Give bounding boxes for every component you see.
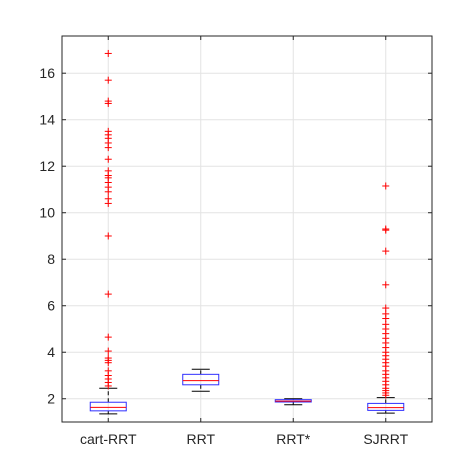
box-iqr [89, 401, 127, 412]
outlier-marker [104, 367, 112, 375]
x-tick-label: SJRRT [363, 431, 408, 447]
outlier-marker [104, 127, 112, 135]
outlier-marker [104, 290, 112, 298]
y-tick-label: 2 [47, 391, 55, 407]
outlier-marker [104, 333, 112, 341]
outlier-marker [382, 281, 390, 289]
y-tick-label: 6 [47, 298, 55, 314]
y-tick-label: 16 [39, 65, 55, 81]
x-tick-label: RRT* [276, 431, 311, 447]
y-tick-label: 12 [39, 158, 55, 174]
box-rrt [182, 368, 220, 392]
outlier-marker [104, 354, 112, 362]
outlier-marker [382, 182, 390, 190]
y-axis-ticks: 2 4 6 8 10 12 14 16 [39, 65, 432, 407]
outlier-marker [104, 97, 112, 105]
box-cart-rrt [89, 49, 127, 415]
box-rrt- [274, 398, 312, 406]
x-tick-label: cart-RRT [80, 431, 137, 447]
outlier-marker [104, 76, 112, 84]
outlier-marker [104, 155, 112, 163]
outlier-marker [382, 225, 390, 233]
y-tick-label: 8 [47, 251, 55, 267]
y-tick-label: 4 [47, 344, 55, 360]
box-iqr [367, 402, 405, 411]
grid [62, 36, 432, 422]
plot-area-frame [61, 35, 433, 423]
x-tick-label: RRT [186, 431, 215, 447]
box-iqr [182, 373, 220, 386]
y-tick-label: 10 [39, 205, 55, 221]
outlier-marker [104, 347, 112, 355]
box-sjrrt [367, 182, 405, 414]
outlier-marker [382, 304, 390, 312]
y-tick-label: 14 [39, 112, 55, 128]
outlier-marker [104, 167, 112, 175]
outlier-marker [104, 195, 112, 203]
outlier-marker [382, 247, 390, 255]
outlier-marker [104, 232, 112, 240]
outlier-marker [104, 49, 112, 57]
x-axis-ticks: cart-RRT RRT RRT* SJRRT [80, 36, 409, 447]
axes [61, 35, 433, 423]
box-series [89, 49, 405, 415]
